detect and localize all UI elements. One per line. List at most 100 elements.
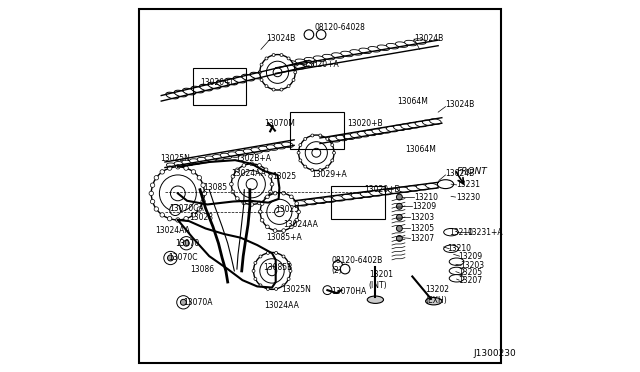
Text: 13231: 13231 xyxy=(456,180,481,189)
Circle shape xyxy=(326,137,329,140)
Text: 13024B: 13024B xyxy=(414,34,444,43)
Circle shape xyxy=(242,201,246,205)
Ellipse shape xyxy=(220,153,232,159)
Circle shape xyxy=(289,225,293,229)
Ellipse shape xyxy=(426,183,438,189)
Circle shape xyxy=(264,168,268,171)
Circle shape xyxy=(396,203,403,209)
Circle shape xyxy=(269,174,272,178)
Circle shape xyxy=(280,54,283,57)
Ellipse shape xyxy=(174,90,187,97)
Ellipse shape xyxy=(282,142,293,148)
Text: 13202
(EXH): 13202 (EXH) xyxy=(425,285,449,305)
Circle shape xyxy=(270,182,274,186)
Circle shape xyxy=(316,30,326,39)
Ellipse shape xyxy=(233,76,246,83)
Circle shape xyxy=(311,134,314,137)
Circle shape xyxy=(184,240,189,246)
Text: 13070C: 13070C xyxy=(168,253,197,263)
Text: 13085: 13085 xyxy=(204,183,228,192)
Ellipse shape xyxy=(370,191,382,196)
Ellipse shape xyxy=(351,193,364,199)
Ellipse shape xyxy=(340,51,353,57)
Circle shape xyxy=(304,165,307,168)
Ellipse shape xyxy=(359,48,371,54)
Text: 13024B: 13024B xyxy=(445,169,475,177)
Text: 13210: 13210 xyxy=(414,193,438,202)
Circle shape xyxy=(175,164,180,169)
Ellipse shape xyxy=(225,78,237,85)
Circle shape xyxy=(201,183,205,187)
Ellipse shape xyxy=(449,275,464,282)
Circle shape xyxy=(272,54,275,57)
Text: 13025N: 13025N xyxy=(161,154,190,163)
Text: 13086: 13086 xyxy=(190,264,214,273)
Text: 13024AA: 13024AA xyxy=(155,226,190,235)
Ellipse shape xyxy=(367,296,383,304)
Text: 13210: 13210 xyxy=(447,244,472,253)
Ellipse shape xyxy=(228,152,239,157)
Circle shape xyxy=(168,255,173,261)
Ellipse shape xyxy=(387,126,398,132)
Text: 13070: 13070 xyxy=(175,239,200,248)
Text: 13231+A: 13231+A xyxy=(468,228,503,237)
Ellipse shape xyxy=(200,84,212,91)
Circle shape xyxy=(297,210,300,214)
Circle shape xyxy=(254,262,257,264)
Text: 13209: 13209 xyxy=(458,251,483,261)
Circle shape xyxy=(259,284,262,287)
Ellipse shape xyxy=(321,138,333,143)
Ellipse shape xyxy=(295,201,308,206)
Ellipse shape xyxy=(415,121,427,127)
Circle shape xyxy=(177,296,190,309)
Text: 08120-64028: 08120-64028 xyxy=(314,23,365,32)
Ellipse shape xyxy=(343,134,355,140)
Circle shape xyxy=(269,190,272,194)
Circle shape xyxy=(259,255,262,258)
Circle shape xyxy=(252,269,255,272)
Text: 13020+C: 13020+C xyxy=(200,78,236,87)
Ellipse shape xyxy=(377,45,390,51)
Circle shape xyxy=(396,214,403,220)
Circle shape xyxy=(299,159,302,162)
Ellipse shape xyxy=(197,157,209,163)
Circle shape xyxy=(201,199,205,204)
Ellipse shape xyxy=(274,144,285,149)
Circle shape xyxy=(184,217,188,221)
Circle shape xyxy=(191,213,196,217)
Ellipse shape xyxy=(166,163,178,169)
Circle shape xyxy=(236,168,239,171)
Text: 13205: 13205 xyxy=(458,268,483,277)
Circle shape xyxy=(331,159,333,162)
Ellipse shape xyxy=(394,125,405,131)
Circle shape xyxy=(164,251,177,264)
Circle shape xyxy=(260,63,263,66)
Circle shape xyxy=(287,57,290,60)
Circle shape xyxy=(268,266,277,276)
Circle shape xyxy=(331,144,333,147)
Ellipse shape xyxy=(429,119,441,124)
Text: 13207: 13207 xyxy=(410,234,435,243)
Text: 13203: 13203 xyxy=(460,261,484,270)
Circle shape xyxy=(326,165,329,168)
Ellipse shape xyxy=(251,148,262,153)
Circle shape xyxy=(319,134,322,137)
Ellipse shape xyxy=(449,258,464,265)
Ellipse shape xyxy=(379,189,392,195)
Text: 13070CA: 13070CA xyxy=(170,203,204,213)
Circle shape xyxy=(260,193,299,231)
Ellipse shape xyxy=(396,42,408,47)
Circle shape xyxy=(275,207,284,217)
Text: FRONT: FRONT xyxy=(456,167,488,176)
Ellipse shape xyxy=(275,66,288,73)
Ellipse shape xyxy=(332,53,344,58)
Ellipse shape xyxy=(444,245,458,253)
Circle shape xyxy=(168,166,172,170)
Text: 13028: 13028 xyxy=(189,213,213,222)
Ellipse shape xyxy=(329,137,340,142)
Circle shape xyxy=(265,85,268,88)
Bar xyxy=(331,186,385,219)
Circle shape xyxy=(250,203,253,206)
Ellipse shape xyxy=(314,56,326,61)
Circle shape xyxy=(266,225,269,229)
